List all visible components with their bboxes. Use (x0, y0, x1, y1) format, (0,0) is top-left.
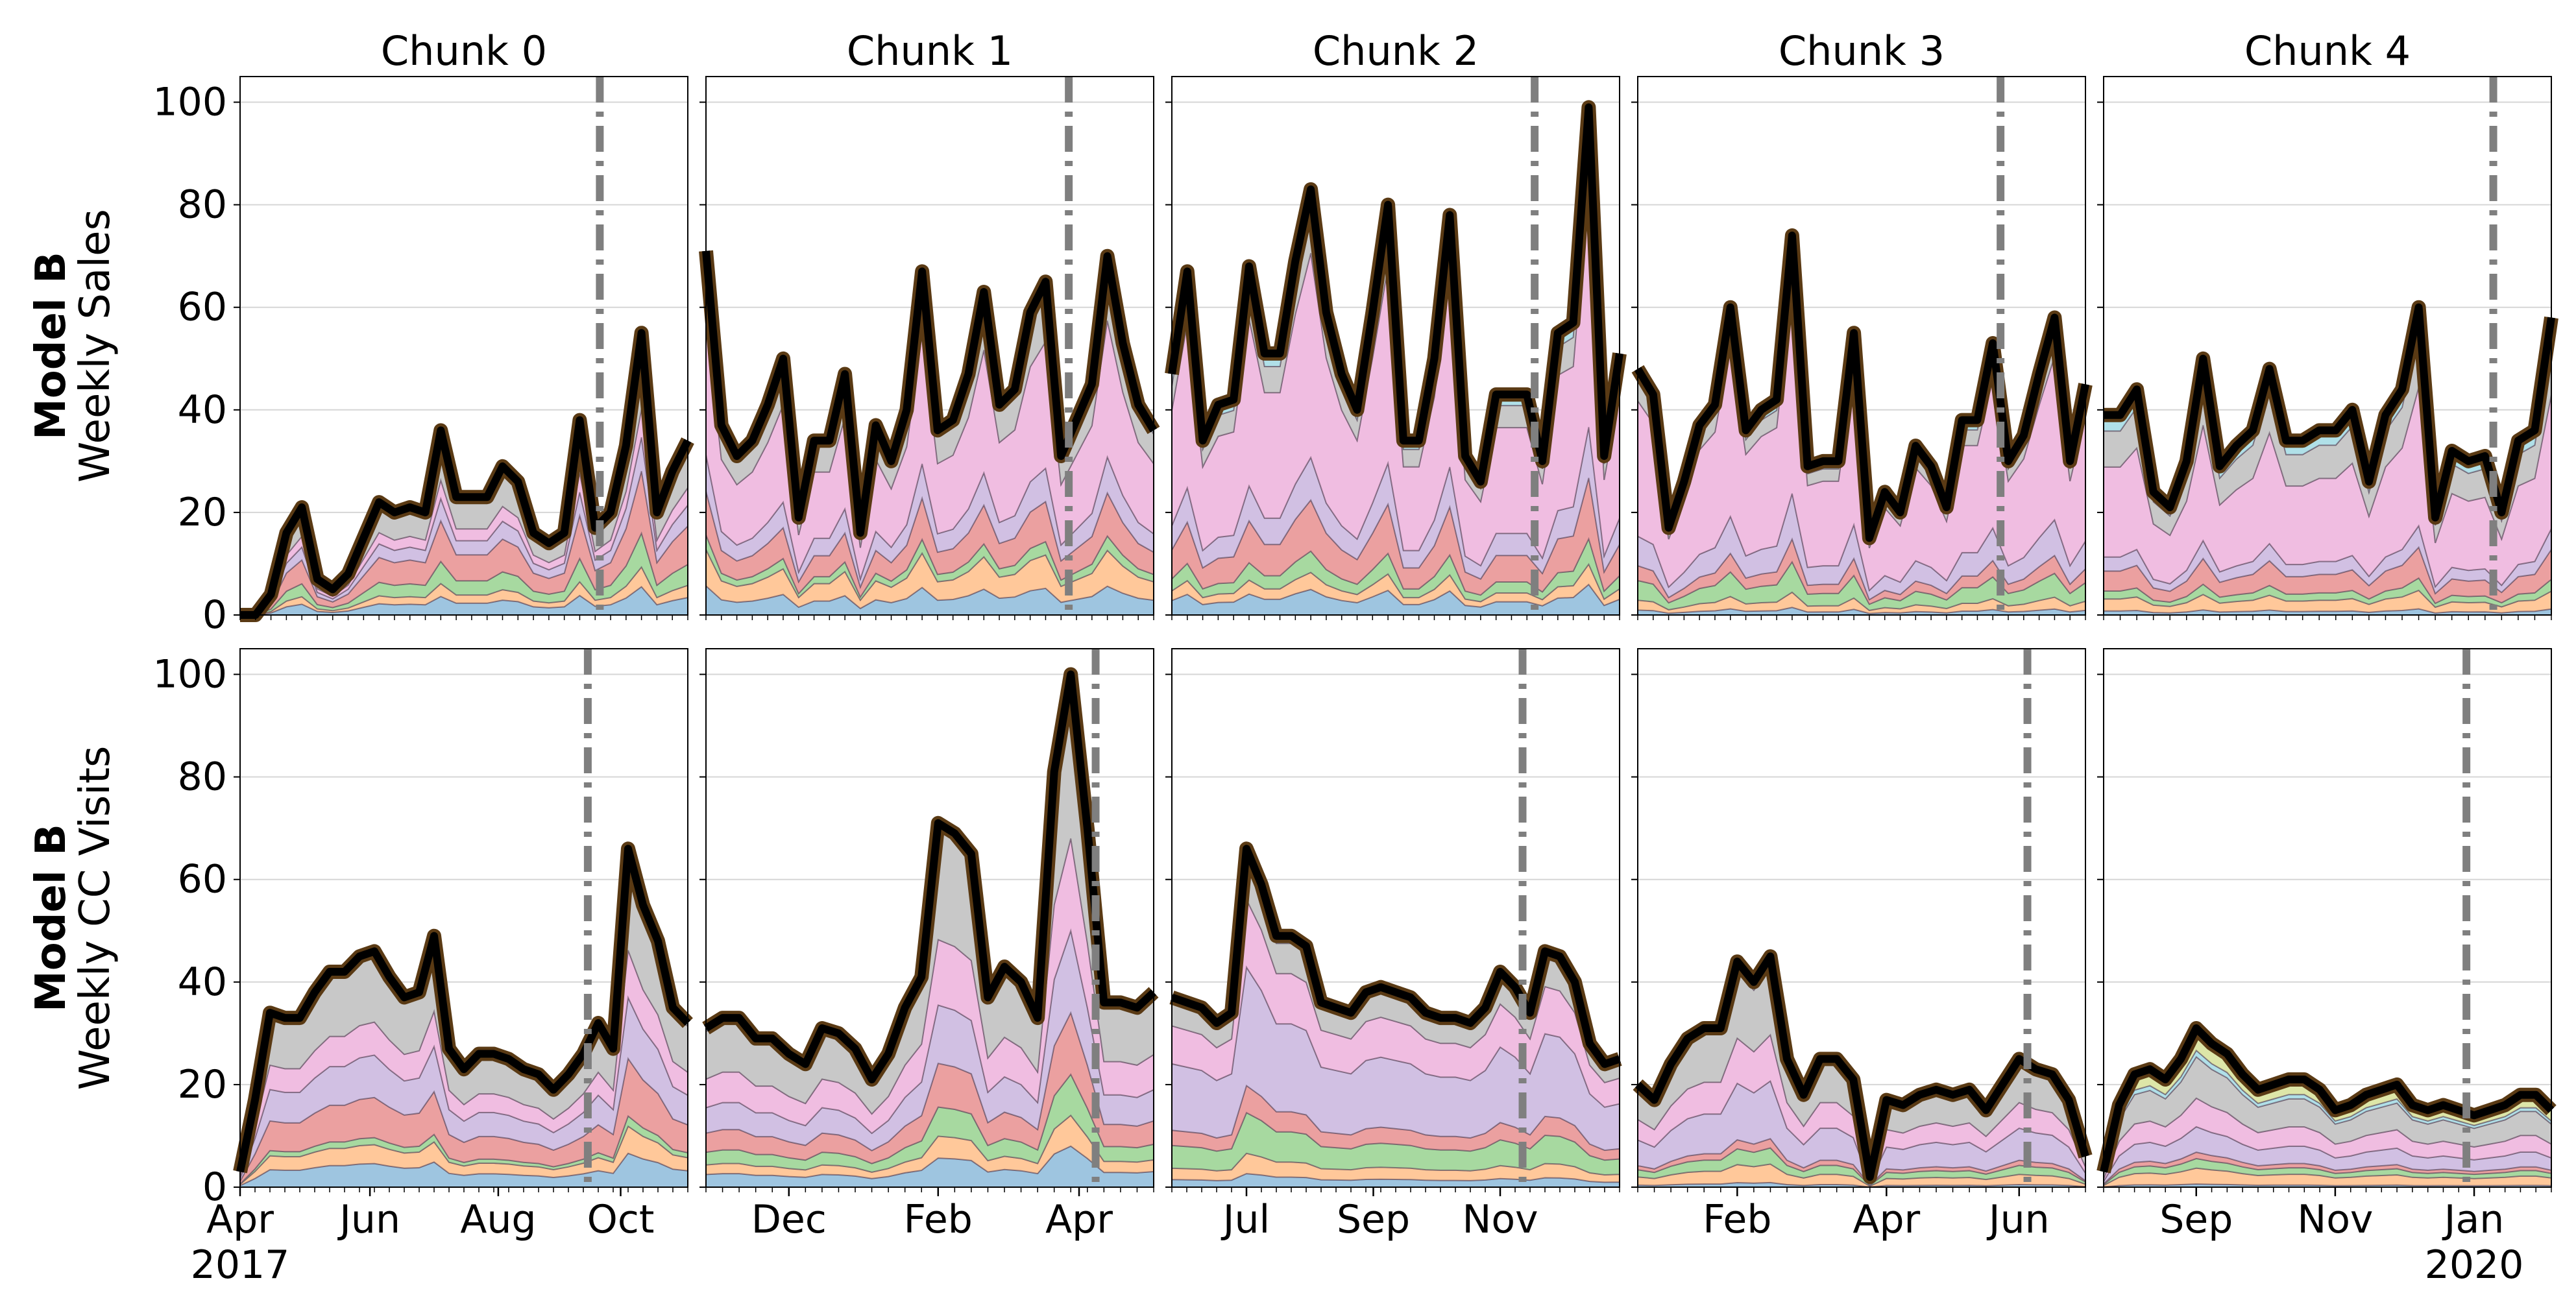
total-line (2104, 303, 2555, 522)
column-title: Chunk 4 (2244, 27, 2411, 75)
x-tick-label: Jun (1986, 1197, 2050, 1242)
y-tick-label: 60 (178, 857, 227, 902)
y-tick-label: 0 (202, 592, 227, 638)
total-line (702, 250, 1158, 537)
panel-frame (2103, 76, 2552, 616)
x-tick-label: Feb (904, 1197, 973, 1242)
x-tick-year-label: 2020 (2425, 1242, 2524, 1288)
y-tick-label: 60 (178, 285, 227, 330)
x-tick-label: Aug (460, 1197, 536, 1242)
total-line (2100, 1024, 2555, 1173)
panel-frame (705, 648, 1154, 1188)
row-ylabel-model: Model B (27, 824, 75, 1012)
column-title: Chunk 2 (1313, 27, 1479, 75)
column-title: Chunk 3 (1779, 27, 1945, 75)
y-tick-label: 80 (178, 182, 227, 228)
total-line (240, 329, 692, 619)
x-tick-label: Feb (1703, 1197, 1771, 1242)
y-tick-label: 100 (152, 652, 227, 697)
panel-frame (239, 76, 688, 616)
x-tick-label: Apr (206, 1197, 274, 1242)
total-line (236, 845, 691, 1173)
y-tick-label: 40 (178, 387, 227, 433)
total-line (1168, 103, 1623, 486)
x-tick-label: Apr (1853, 1197, 1920, 1242)
total-line (1634, 232, 2089, 542)
y-tick-label: 100 (152, 80, 227, 125)
x-tick-label: Apr (1045, 1197, 1113, 1242)
y-tick-label: 40 (178, 959, 227, 1005)
x-tick-label: Oct (587, 1197, 655, 1242)
panel-frame (2103, 648, 2552, 1188)
y-tick-label: 80 (178, 754, 227, 800)
y-tick-label: 20 (178, 490, 227, 535)
panel-frame (705, 76, 1154, 616)
total-line (703, 670, 1157, 1083)
y-tick-label: 20 (178, 1062, 227, 1107)
x-tick-label: Sep (1337, 1197, 1410, 1242)
row-ylabel-metric: Weekly CC Visits (71, 746, 119, 1090)
axis-layer (234, 76, 2552, 1196)
row-ylabel-model: Model B (27, 252, 75, 440)
x-tick-label: Jun (337, 1197, 400, 1242)
x-tick-label: Jan (2442, 1197, 2505, 1242)
x-tick-label: Sep (2159, 1197, 2233, 1242)
y-tick-label: 0 (202, 1164, 227, 1210)
x-tick-year-label: 2017 (191, 1242, 290, 1288)
x-tick-label: Dec (751, 1197, 827, 1242)
column-title: Chunk 0 (381, 27, 547, 75)
area-layer (233, 100, 2558, 1188)
row-ylabel-metric: Weekly Sales (71, 209, 119, 483)
x-tick-label: Nov (2297, 1197, 2373, 1242)
x-tick-label: Nov (1462, 1197, 1538, 1242)
panel-frame (1171, 76, 1620, 616)
total-line (1171, 845, 1621, 1068)
panel-frame (1637, 76, 2086, 616)
total-line (1634, 952, 2089, 1181)
panel-frame (1637, 648, 2086, 1188)
column-title: Chunk 1 (847, 27, 1013, 75)
x-tick-label: Jul (1221, 1197, 1270, 1242)
